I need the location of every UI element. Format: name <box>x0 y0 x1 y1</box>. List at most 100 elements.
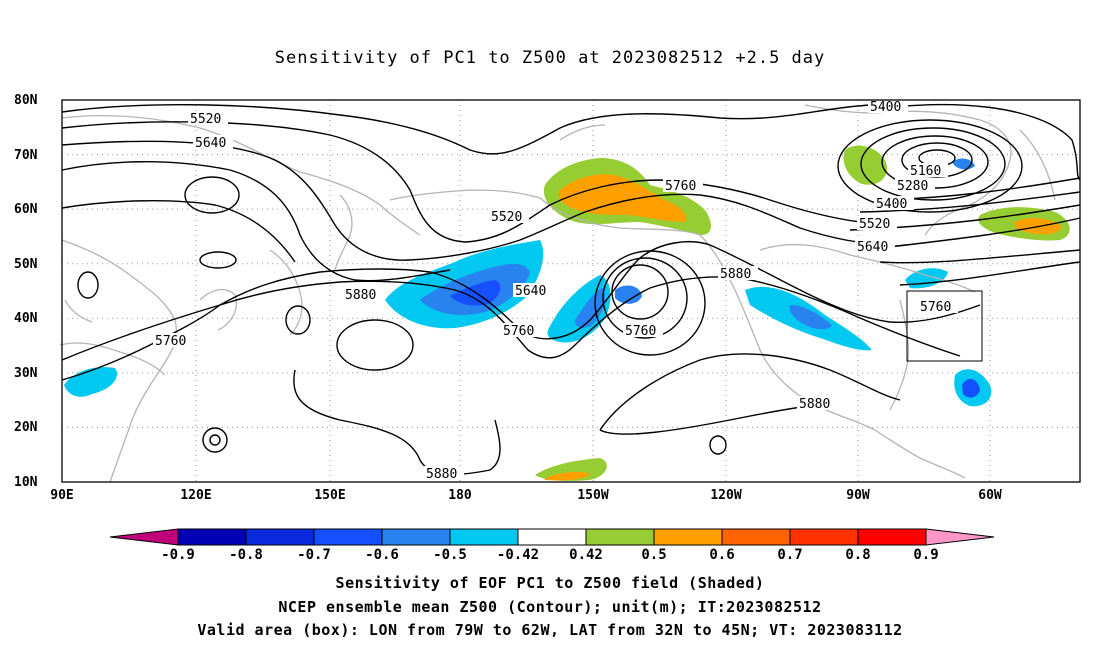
lat-label: 10N <box>14 475 38 490</box>
contour-label: 5520 <box>491 210 522 225</box>
colorbar-arrow-left <box>109 528 179 546</box>
contour-cutoff-3 <box>594 250 706 356</box>
lon-label: 120E <box>180 488 211 503</box>
contour-5400-east2 <box>859 191 1081 213</box>
lat-label: 20N <box>14 420 38 435</box>
colorbar-segment <box>789 528 859 546</box>
contour-label: 5880 <box>426 467 457 482</box>
colorbar-tick-label: -0.8 <box>229 547 263 563</box>
colorbar-tick-label: 0.5 <box>641 547 666 563</box>
page-title: Sensitivity of PC1 to Z500 at 2023082512… <box>274 48 826 68</box>
map-panel: 5400 5520 5640 5760 5520 5160 5280 5400 … <box>59 99 1081 483</box>
colorbar-segment <box>177 528 247 546</box>
lon-label: 150E <box>314 488 345 503</box>
contour-label: 5640 <box>515 284 546 299</box>
colorbar-segment <box>721 528 791 546</box>
lon-label: 150W <box>577 488 608 503</box>
lat-label: 30N <box>14 366 38 381</box>
contour-label: 5520 <box>859 217 890 232</box>
contour-5880-south <box>293 369 501 475</box>
contour-label-group: 5400 5520 5640 5760 5520 5160 5280 5400 … <box>153 99 958 482</box>
colorbar-tick-label: -0.7 <box>297 547 331 563</box>
contour-5640-east <box>879 217 1081 249</box>
colorbar-segment <box>245 528 315 546</box>
contour-label: 5760 <box>920 300 951 315</box>
contour-5880-east <box>599 353 901 431</box>
contour-label: 5640 <box>195 136 226 151</box>
caption-contour: NCEP ensemble mean Z500 (Contour); unit(… <box>278 598 822 616</box>
shade-positive-tropical-core <box>545 471 590 481</box>
lat-label: 80N <box>14 93 38 108</box>
lat-label: 60N <box>14 202 38 217</box>
contour-small-4 <box>709 435 727 455</box>
contour-high-west <box>336 319 414 371</box>
colorbar-segment <box>585 528 655 546</box>
colorbar-segment <box>517 528 587 546</box>
contour-5400-top <box>61 103 871 155</box>
colorbar-tick-label: -0.6 <box>365 547 399 563</box>
shade-negative-west <box>64 367 118 397</box>
lon-label: 120W <box>710 488 741 503</box>
contour-label: 5160 <box>910 164 941 179</box>
colorbar-segment <box>313 528 383 546</box>
contour-5880-east2 <box>899 261 1081 286</box>
colorbar-tick-label: -0.5 <box>433 547 467 563</box>
colorbar-segment <box>857 528 927 546</box>
colorbar-tick-label: -0.9 <box>161 547 195 563</box>
contour-tropical-low <box>202 427 228 453</box>
contour-cutoff-1 <box>611 264 669 320</box>
colorbar-tick-label: 0.9 <box>913 547 938 563</box>
coastlines <box>59 104 1056 483</box>
contour-5880-pacific <box>61 276 961 361</box>
shade-positive-arctic <box>843 145 888 185</box>
colorbar-segment <box>449 528 519 546</box>
contour-5520-mid <box>61 200 296 263</box>
contour-label: 5880 <box>720 267 751 282</box>
latitude-labels: 80N 70N 60N 50N 40N 30N 20N 10N <box>14 93 38 490</box>
contour-tropical-low-inner <box>209 434 221 446</box>
shade-negative-small <box>615 285 642 304</box>
lon-label: 90W <box>846 488 870 503</box>
colorbar-arrow-right <box>925 528 995 546</box>
shade-negative-bermuda-core <box>962 378 980 398</box>
caption-valid-area: Valid area (box): LON from 79W to 62W, L… <box>197 621 903 639</box>
contour-small-3 <box>285 305 311 335</box>
colorbar-tick-label: 0.8 <box>845 547 870 563</box>
contour-label: 5760 <box>625 324 656 339</box>
contour-label: 5760 <box>503 324 534 339</box>
colorbar-tick-label: 0.6 <box>709 547 734 563</box>
valid-area-box <box>906 290 983 362</box>
lon-label: 90E <box>50 488 73 503</box>
contour-cutoff-2 <box>602 257 688 339</box>
colorbar-tick-label: 0.7 <box>777 547 802 563</box>
longitude-labels: 90E 120E 150E 180 150W 120W 90W 60W <box>50 488 1002 503</box>
contour-label: 5280 <box>897 179 928 194</box>
shade-positive-tropical <box>535 458 607 481</box>
colorbar-tick-label: 0.42 <box>569 547 603 563</box>
contour-small-2 <box>77 271 99 299</box>
contour-label: 5400 <box>870 100 901 115</box>
contour-small-1 <box>199 251 237 269</box>
colorbar-segment <box>653 528 723 546</box>
contour-label: 5400 <box>876 197 907 212</box>
contour-label: 5520 <box>190 112 221 127</box>
shade-negative-atlantic-core <box>789 305 832 330</box>
contour-5640-north <box>61 140 891 261</box>
contour-label: 5880 <box>345 288 376 303</box>
colorbar-segment <box>381 528 451 546</box>
contour-5760-east <box>879 249 1081 264</box>
contour-5400-east <box>869 103 1081 181</box>
colorbar: -0.9 -0.8 -0.7 -0.6 -0.5 -0.42 0.42 0.5 … <box>109 528 995 563</box>
contour-5760-north <box>61 161 451 282</box>
lon-label: 180 <box>448 488 472 503</box>
contour-label: 5640 <box>857 240 888 255</box>
lon-label: 60W <box>978 488 1002 503</box>
contour-polar-4 <box>860 127 1006 201</box>
contour-label: 5880 <box>799 397 830 412</box>
contour-label: 5760 <box>155 334 186 349</box>
colorbar-tick-label: -0.42 <box>497 547 539 563</box>
lat-label: 70N <box>14 148 38 163</box>
lat-label: 50N <box>14 257 38 272</box>
contour-label: 5760 <box>665 179 696 194</box>
